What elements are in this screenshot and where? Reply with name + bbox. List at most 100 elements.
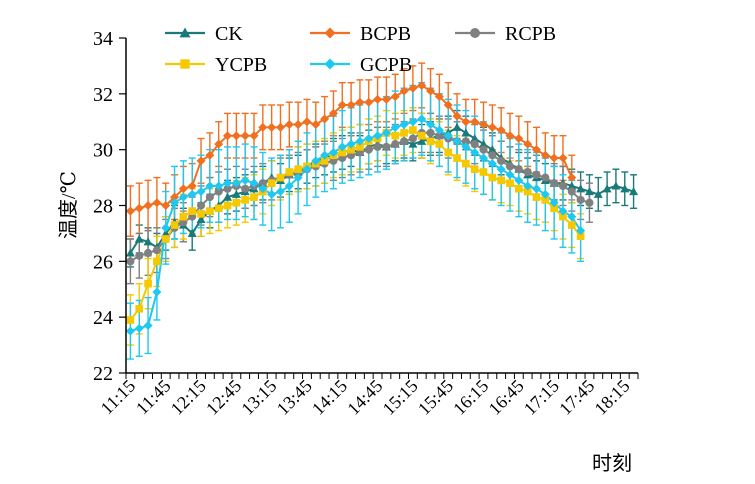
bcpb-point — [275, 122, 285, 132]
x-tick-label: 13:15 — [237, 376, 280, 419]
bcpb-point — [320, 114, 330, 124]
gcpb-point — [496, 164, 506, 174]
y-tick-label: 26 — [93, 251, 113, 273]
gcpb-point — [293, 173, 303, 183]
gcpb-point — [523, 181, 533, 191]
gcpb-point — [479, 153, 489, 163]
x-tick-label: 16:15 — [449, 376, 492, 419]
gcpb-point — [505, 170, 515, 180]
gcpb-point — [258, 184, 268, 194]
ck-point — [629, 187, 639, 196]
ck-point — [602, 184, 612, 193]
ycpb-point — [347, 145, 355, 154]
ck-point — [470, 134, 480, 143]
ck-point — [620, 184, 630, 193]
gcpb-point — [328, 147, 338, 157]
rcpb-point — [541, 173, 550, 182]
gcpb-point — [417, 114, 427, 124]
ycpb-point — [294, 165, 302, 174]
ycpb-point — [153, 257, 161, 266]
bcpb-point — [452, 111, 462, 121]
ycpb-point — [206, 207, 214, 215]
ycpb-point — [320, 157, 329, 165]
ycpb-point — [550, 204, 558, 213]
gcpb-point — [470, 147, 480, 157]
rcpb-point — [514, 165, 523, 174]
x-ticks: 11:1511:4512:1512:4513:1513:4514:1514:45… — [97, 373, 639, 419]
bcpb-point — [231, 131, 241, 141]
ycpb-point — [506, 179, 514, 187]
rcpb-point — [523, 167, 532, 177]
y-ticks: 22 24 26 28 30 32 34 — [93, 28, 126, 385]
rcpb-point — [144, 248, 153, 258]
bcpb-point — [249, 131, 259, 141]
legend-item-ycpb: YCPB — [165, 54, 267, 76]
gcpb-point — [452, 136, 462, 146]
bcpb-point — [540, 150, 550, 160]
ycpb-point — [559, 212, 567, 221]
rcpb-point — [408, 134, 417, 143]
bcpb-point — [461, 117, 471, 127]
ck-point — [461, 128, 471, 137]
gcpb-point — [196, 187, 206, 197]
legend-item-gcpb: GCPB — [310, 54, 412, 76]
legend-swatch-marker — [179, 27, 191, 38]
bcpb-point — [240, 131, 250, 141]
ycpb-point — [135, 304, 144, 313]
x-tick-label: 15:45 — [414, 376, 457, 419]
gcpb-point — [567, 212, 577, 222]
bcpb-point — [523, 139, 533, 149]
series-markers — [125, 80, 639, 336]
ycpb-point — [444, 148, 453, 157]
rcpb-point — [461, 137, 470, 146]
bcpb-point — [355, 97, 365, 107]
rcpb-point — [258, 179, 267, 188]
ck-point — [593, 189, 603, 198]
ycpb-point — [161, 235, 170, 243]
ck-point — [231, 189, 241, 198]
bcpb-point — [426, 86, 436, 96]
ycpb-point — [435, 140, 444, 148]
bcpb-point — [125, 206, 135, 216]
ycpb-point — [453, 154, 461, 162]
bcpb-point — [531, 145, 541, 155]
ycpb-point — [285, 168, 294, 176]
gcpb-point — [249, 178, 259, 188]
bcpb-point — [496, 125, 506, 135]
gcpb-point — [531, 184, 541, 194]
bcpb-point — [161, 201, 171, 210]
ycpb-series-line — [129, 129, 582, 321]
gcpb-point — [170, 198, 180, 208]
gcpb-point — [161, 223, 171, 233]
bcpb-point — [293, 120, 303, 130]
rcpb-point — [205, 193, 214, 202]
legend-swatch-marker — [324, 58, 336, 70]
gcpb-point — [187, 189, 197, 199]
bcpb-point — [364, 97, 374, 107]
gcpb-point — [381, 128, 391, 138]
rcpb-point — [497, 156, 506, 165]
gcpb-point — [284, 181, 294, 191]
legend-item-rcpb: RCPB — [455, 23, 556, 45]
gcpb-point — [143, 321, 153, 331]
gcpb-point — [275, 187, 285, 197]
legend: CK BCPB RCPB YCPB GCPB — [165, 23, 556, 76]
ycpb-point — [426, 137, 435, 146]
gcpb-point — [302, 164, 312, 174]
bcpb-point — [187, 181, 197, 191]
gcpb-point — [214, 181, 224, 191]
x-tick-label: 15:15 — [379, 376, 422, 419]
ck-point — [125, 248, 135, 257]
rcpb-point — [373, 142, 382, 151]
ycpb-point — [250, 193, 258, 201]
bcpb-point — [505, 131, 515, 141]
ck-point — [487, 145, 497, 154]
bcpb-point — [134, 203, 144, 213]
x-tick-label: 17:45 — [555, 376, 598, 419]
bcpb-point — [302, 117, 312, 127]
ck-point — [134, 234, 144, 243]
y-tick-label: 34 — [93, 28, 113, 50]
gcpb-point — [390, 122, 400, 132]
rcpb-point — [241, 184, 250, 193]
gcpb-point — [346, 139, 356, 149]
